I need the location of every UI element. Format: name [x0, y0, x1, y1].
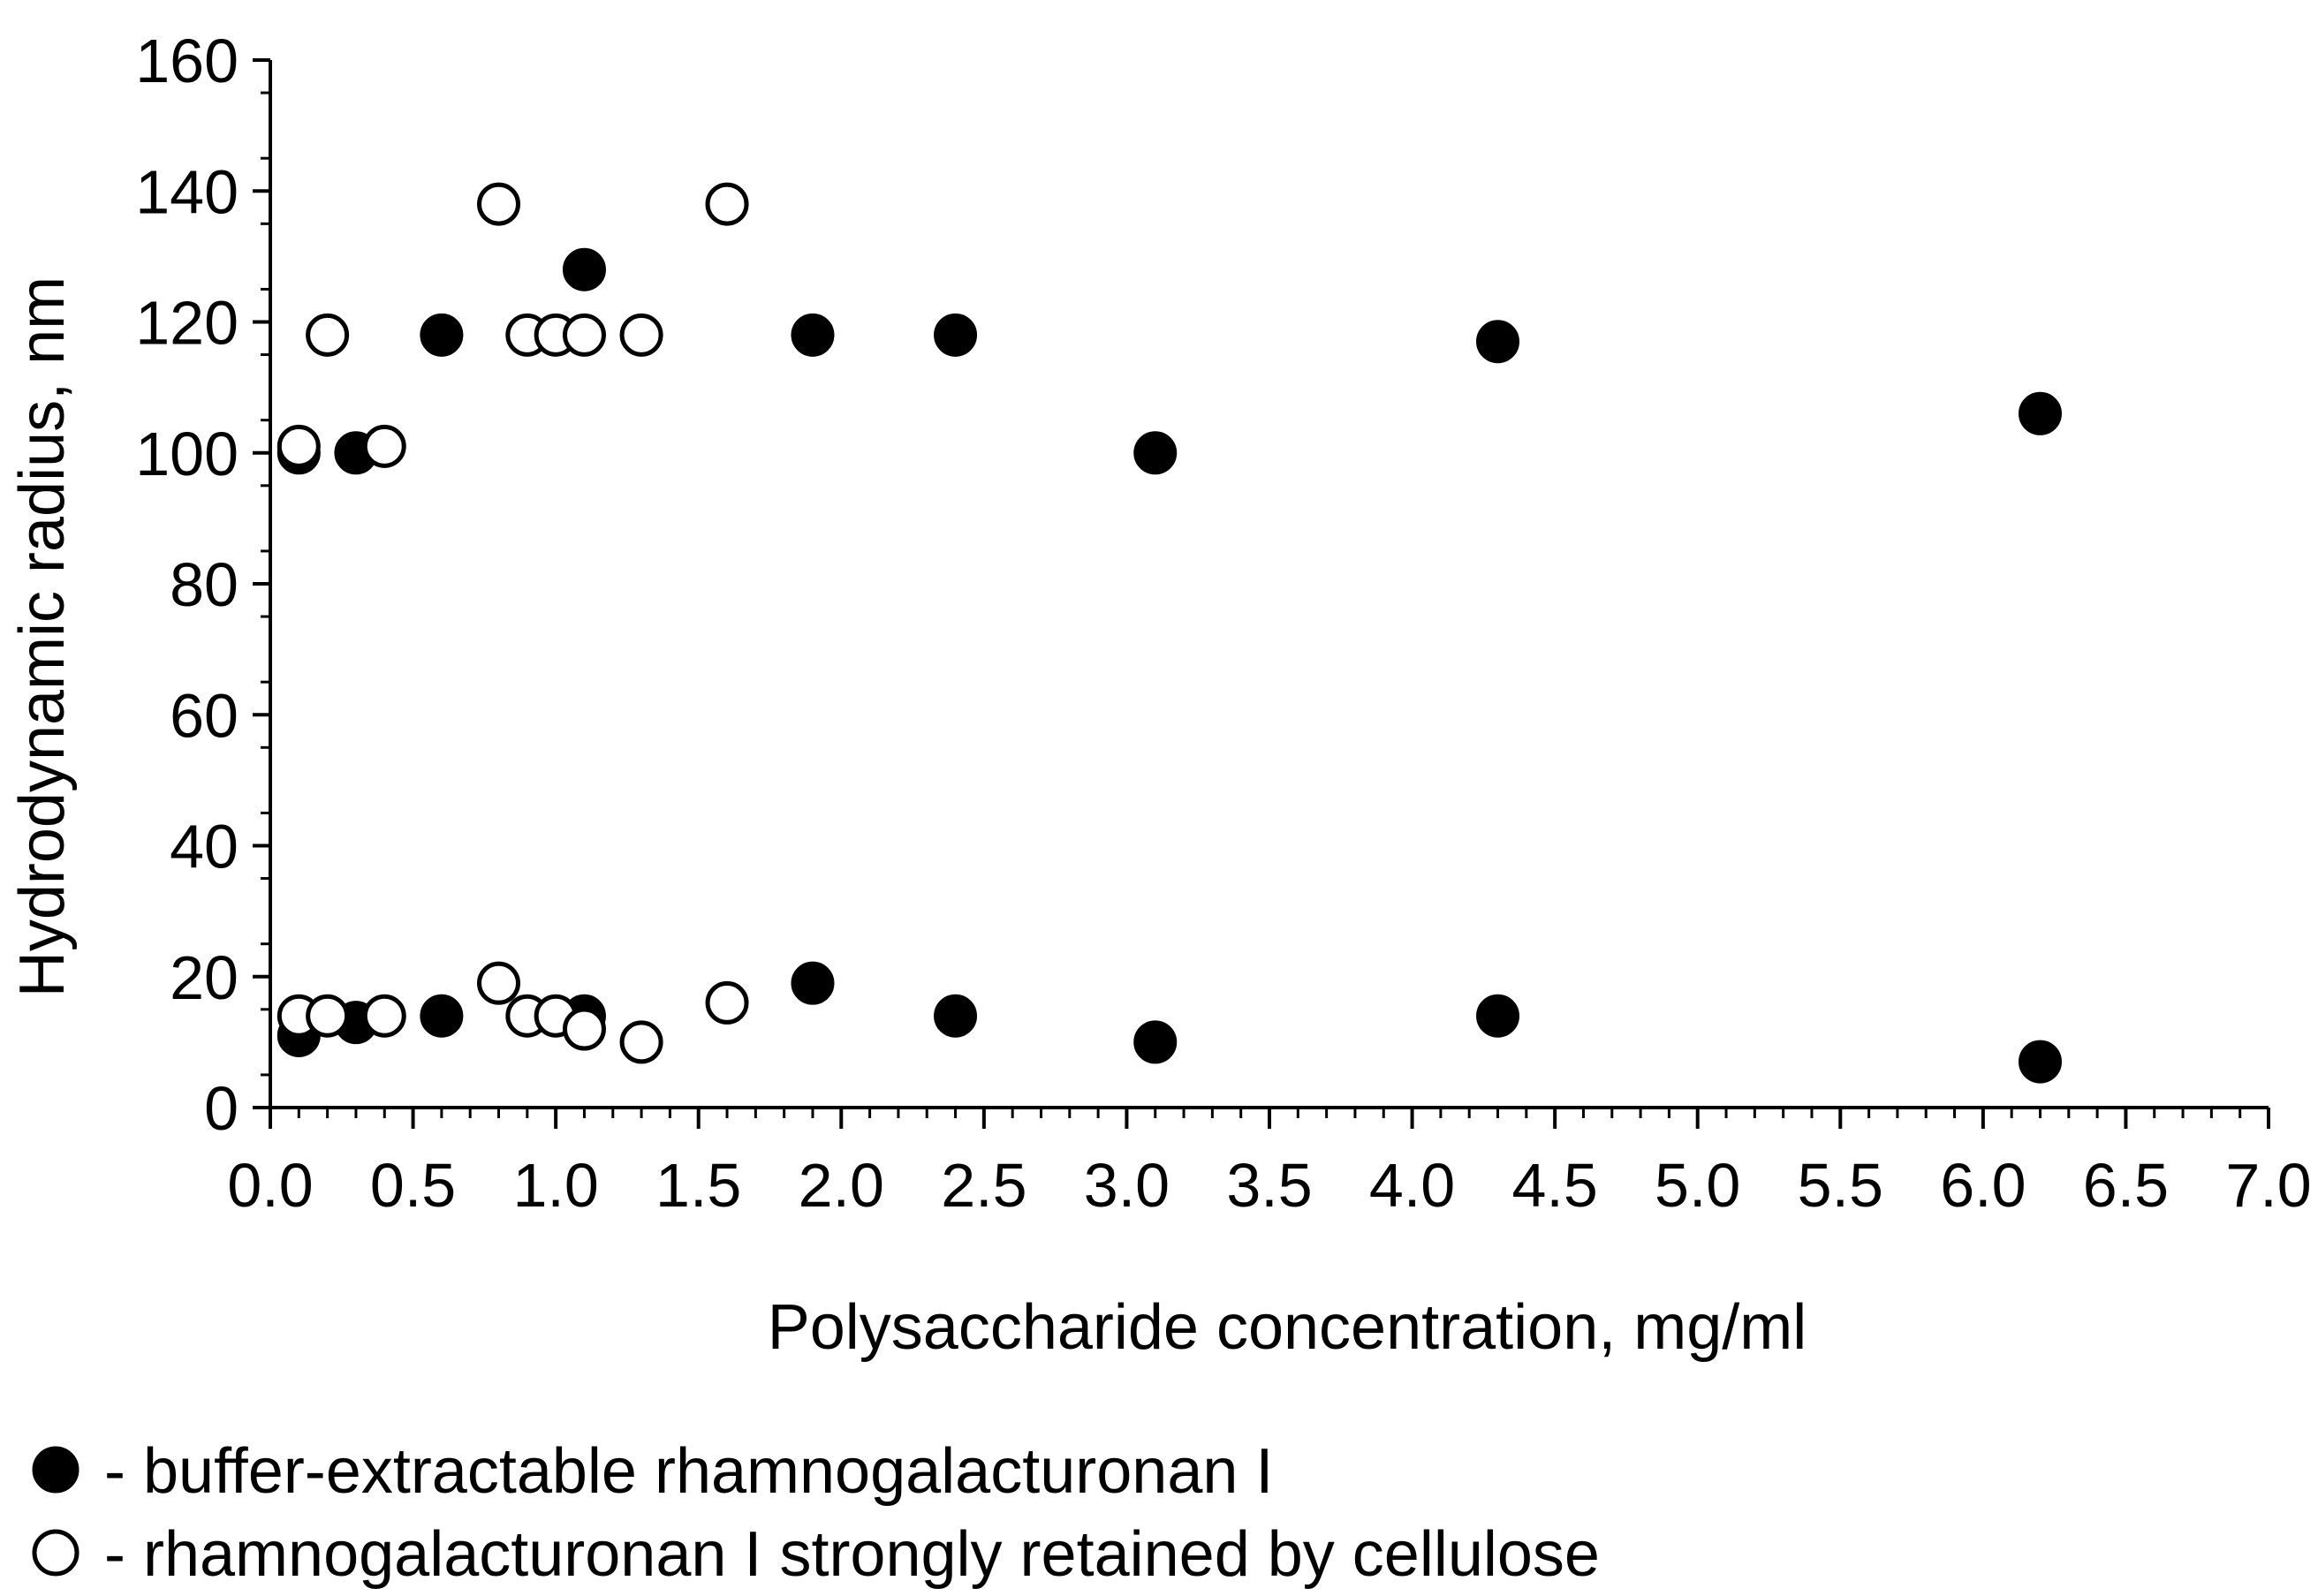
data-point-filled [791, 961, 835, 1005]
data-point-open [562, 313, 606, 357]
y-tick-label: 0 [204, 1074, 239, 1143]
data-point-open [705, 980, 749, 1025]
legend-filled-circle-marker [32, 1446, 80, 1494]
data-point-open [362, 424, 406, 468]
data-point-open [306, 994, 350, 1038]
y-tick-label: 100 [135, 420, 239, 488]
x-tick-label: 1.5 [655, 1151, 741, 1220]
x-tick-label: 3.5 [1226, 1151, 1312, 1220]
data-point-open [477, 182, 521, 226]
y-tick-label: 20 [170, 943, 239, 1012]
data-point-filled [420, 994, 464, 1038]
legend-filled-label: - buffer-extractable rhamnogalacturonan … [104, 1436, 1273, 1507]
x-tick-label: 5.5 [1798, 1151, 1883, 1220]
x-tick-label: 0.5 [370, 1151, 456, 1220]
data-point-filled [1133, 1020, 1178, 1064]
data-point-open [562, 1007, 606, 1051]
x-tick-label: 3.0 [1084, 1151, 1170, 1220]
x-tick-label: 1.0 [512, 1151, 598, 1220]
legend-open-circle-marker [32, 1529, 80, 1577]
y-tick-label: 160 [135, 26, 239, 95]
data-point-open [619, 313, 663, 357]
x-tick-label: 6.0 [1940, 1151, 2026, 1220]
data-point-filled [934, 313, 978, 357]
x-tick-label: 2.5 [941, 1151, 1026, 1220]
data-point-filled [1476, 320, 1520, 364]
data-point-filled [2018, 391, 2062, 435]
y-tick-label: 120 [135, 289, 239, 358]
y-tick-label: 80 [170, 550, 239, 619]
tick-labels: 0 20 40 60 80 100 120 140 160 0.0 0.5 1.0 1.5 2.0 2.5 3… [135, 26, 2311, 1220]
x-tick-label: 0.0 [227, 1151, 313, 1220]
x-tick-label: 6.5 [2083, 1151, 2169, 1220]
x-tick-label: 4.0 [1369, 1151, 1455, 1220]
axes [253, 58, 2270, 1129]
data-point-open [276, 424, 321, 468]
data-point-open [306, 313, 350, 357]
data-point-open [362, 994, 406, 1038]
data-point-open [705, 182, 749, 226]
data-point-open [619, 1020, 663, 1064]
data-point-filled [1133, 431, 1178, 475]
x-axis-title: Polysaccharide concentration, mg/ml [768, 1292, 1807, 1363]
y-tick-label: 60 [170, 681, 239, 750]
x-tick-label: 5.0 [1655, 1151, 1740, 1220]
data-point-open [477, 961, 521, 1005]
legend: - buffer-extractable rhamnogalacturonan … [32, 1436, 1600, 1590]
data-point-filled [2018, 1040, 2062, 1084]
data-point-filled [791, 313, 835, 357]
x-tick-label: 4.5 [1511, 1151, 1597, 1220]
data-points [276, 182, 2062, 1084]
data-point-filled [934, 994, 978, 1038]
legend-open-label: - rhamnogalacturonan I strongly retained… [104, 1519, 1600, 1590]
x-tick-label: 2.0 [799, 1151, 884, 1220]
data-point-filled [562, 247, 606, 291]
data-point-filled [1476, 994, 1520, 1038]
y-tick-label: 40 [170, 813, 239, 881]
x-tick-label: 7.0 [2225, 1151, 2311, 1220]
y-tick-label: 140 [135, 157, 239, 226]
y-axis-title: Hydrodynamic radius, nm [7, 276, 78, 997]
data-point-filled [420, 313, 464, 357]
